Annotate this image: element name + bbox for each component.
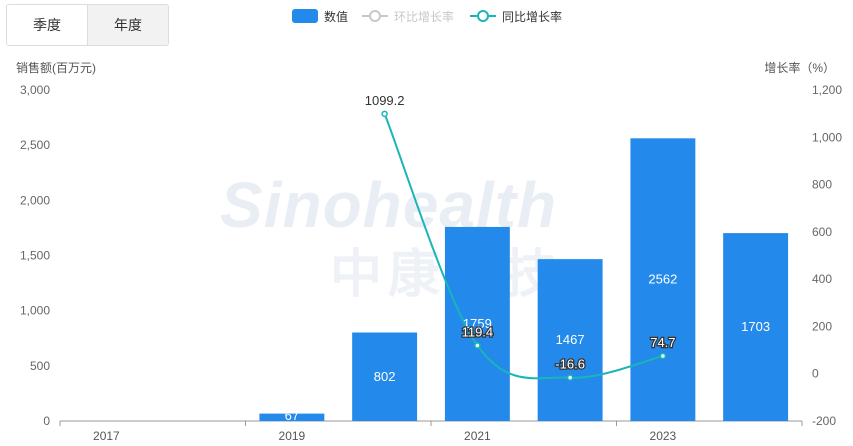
y-tick-label: 2,000 <box>20 193 50 207</box>
bar-2021[interactable] <box>444 226 510 421</box>
y-tick-label: 0 <box>43 414 50 428</box>
y2-tick-label: 1,200 <box>812 83 842 97</box>
y2-tick-label: 600 <box>812 225 832 239</box>
yoy-point-2023[interactable] <box>659 352 667 360</box>
yoy-label: 119.4 <box>462 324 494 339</box>
y-tick-label: 1,000 <box>20 304 50 318</box>
y-tick-label: 500 <box>30 359 50 373</box>
yoy-label: -16.6 <box>555 357 585 372</box>
bar-label: 67 <box>285 408 299 423</box>
yoy-label: 74.7 <box>650 335 675 350</box>
x-tick-label: 2019 <box>279 429 306 443</box>
legend-swatch-value[interactable] <box>292 9 318 23</box>
bar-label: 802 <box>374 369 396 384</box>
bar-2023[interactable] <box>630 138 696 422</box>
bar-label: 1759 <box>463 316 492 331</box>
bar-2020[interactable] <box>352 332 418 421</box>
bar-2019[interactable] <box>259 413 325 421</box>
y-axis-title: 销售额(百万元) <box>16 60 96 75</box>
tab-year[interactable]: 年度 <box>87 5 168 45</box>
bar-2022[interactable] <box>537 259 603 421</box>
y2-tick-label: 200 <box>812 319 832 333</box>
legend-label[interactable]: 环比增长率 <box>394 9 454 24</box>
y2-axis-title: 增长率（%） <box>764 60 835 75</box>
legend-swatch-marker[interactable] <box>369 10 381 22</box>
bar-2024[interactable] <box>723 233 789 421</box>
bar-label: 1467 <box>556 332 585 347</box>
legend-label[interactable]: 数值 <box>324 9 348 24</box>
bar-label: 1703 <box>741 319 770 334</box>
y2-tick-label: 1,000 <box>812 130 842 144</box>
y2-tick-label: -200 <box>812 414 836 428</box>
yoy-growth-line <box>383 113 664 380</box>
period-tabs: 季度 年度 <box>6 4 169 46</box>
bar-label: 2562 <box>648 272 677 287</box>
y2-tick-label: 800 <box>812 178 832 192</box>
yoy-label: 1099.2 <box>365 93 405 108</box>
y2-tick-label: 0 <box>812 367 819 381</box>
yoy-point-2022[interactable] <box>566 374 574 381</box>
x-tick-label: 2023 <box>650 429 677 443</box>
legend-swatch-marker[interactable] <box>477 10 489 22</box>
y-tick-label: 1,500 <box>20 249 50 263</box>
x-tick-label: 2021 <box>464 429 491 443</box>
y2-tick-label: 400 <box>812 272 832 286</box>
yoy-point-2021[interactable] <box>474 342 481 349</box>
legend-label[interactable]: 同比增长率 <box>502 9 562 24</box>
x-tick-label: 2017 <box>93 429 120 443</box>
y-tick-label: 2,500 <box>20 138 50 152</box>
tab-quarter[interactable]: 季度 <box>7 5 87 45</box>
yoy-point-2020[interactable] <box>381 110 388 118</box>
y-tick-label: 3,000 <box>20 83 50 97</box>
